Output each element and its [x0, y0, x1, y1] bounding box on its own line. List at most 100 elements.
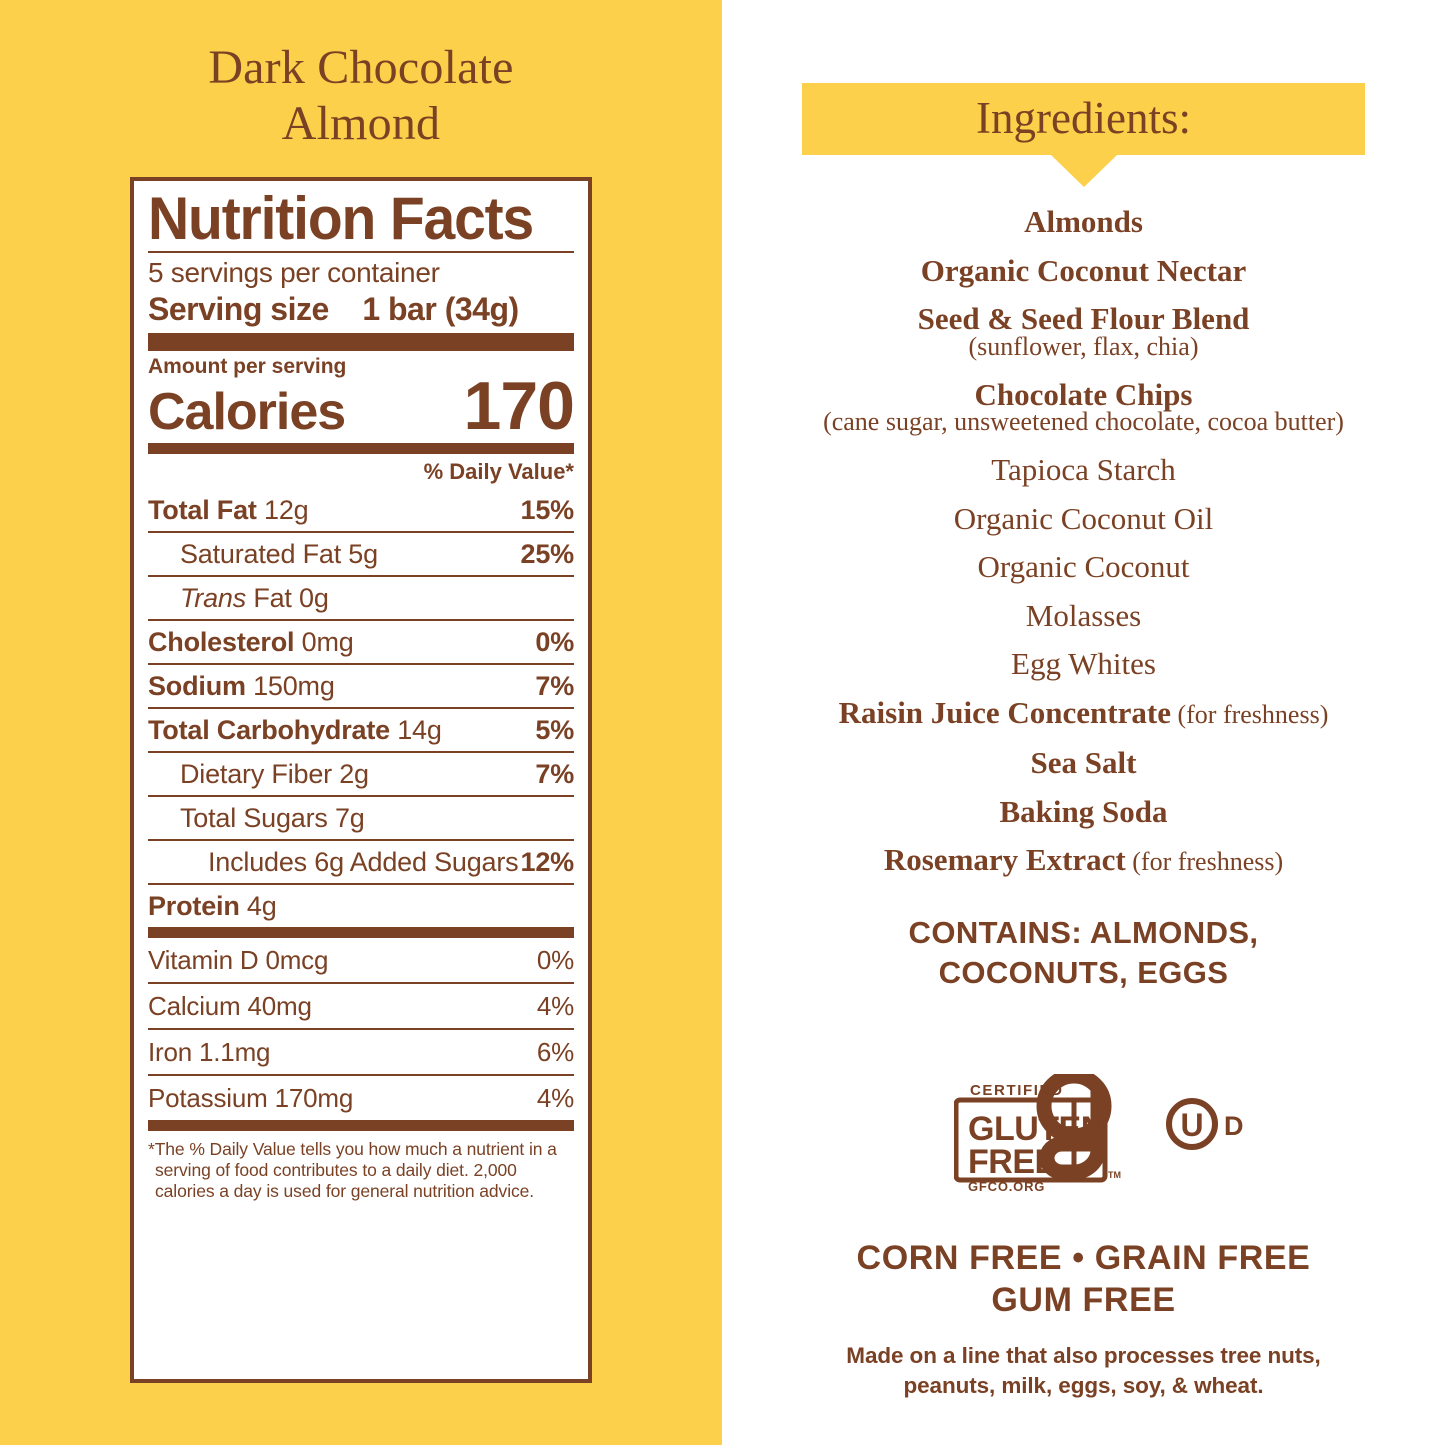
nutrient-row: Sodium 150mg 7% [148, 665, 574, 707]
vitamin-row: Iron 1.1mg 6% [148, 1030, 574, 1074]
ingredient-name: Organic Coconut Nectar [920, 252, 1247, 288]
divider-row [148, 707, 574, 709]
divider-above-footnote [148, 1120, 574, 1131]
nutrient-row: Dietary Fiber 2g 7% [148, 753, 574, 795]
ingredients-list: Almonds Organic Coconut Nectar Seed & Seed… [732, 198, 1435, 887]
ingredient-item: Egg Whites [732, 640, 1435, 689]
nutrient-label: Total Fat 12g [148, 495, 309, 525]
vitamin-label: Calcium 40mg [148, 991, 312, 1021]
vitamin-daily-value: 0% [536, 945, 574, 975]
vitamin-rows: Vitamin D 0mcg 0% Calcium 40mg 4% Iron 1.1mg… [148, 938, 574, 1120]
nutrition-facts-panel: Nutrition Facts 5 servings per container… [130, 177, 592, 1383]
ingredients-banner-wrapper: Ingredients: [802, 83, 1365, 187]
divider-under-protein [148, 927, 574, 938]
nutrient-row: Total Carbohydrate 14g 5% [148, 709, 574, 751]
ingredient-item: Seed & Seed Flour Blend [732, 295, 1435, 344]
nutrient-row: Saturated Fat 5g 25% [148, 533, 574, 575]
nutrient-daily-value: 12% [520, 847, 575, 877]
divider-row [148, 982, 574, 984]
vitamin-daily-value: 4% [536, 1083, 574, 1113]
divider-row [148, 575, 574, 577]
ingredient-sublist: (sunflower, flax, chia) [968, 331, 1199, 361]
amount-per-serving-label: Amount per serving [148, 355, 347, 378]
vitamin-row: Vitamin D 0mcg 0% [148, 938, 574, 982]
nutrient-label: Sodium 150mg [148, 671, 335, 701]
divider-row [148, 1028, 574, 1030]
right-white-panel: Ingredients: Almonds Organic Coconut Nect… [722, 0, 1445, 1445]
divider-row [148, 883, 574, 885]
nutrient-label: Saturated Fat 5g [180, 539, 378, 569]
manufacturing-disclaimer: Made on a line that also processes tree … [762, 1341, 1405, 1401]
gfco-certified-text: CERTIFIED [970, 1082, 1064, 1099]
nutrient-row: Includes 6g Added Sugars 12% [148, 841, 574, 883]
vitamin-row: Calcium 40mg 4% [148, 984, 574, 1028]
vitamin-daily-value: 4% [536, 991, 574, 1021]
gfco-tm-text: TM [1108, 1170, 1121, 1180]
calories-row: Calories 170 [148, 372, 575, 441]
serving-size-row: Serving size 1 bar (34g) [148, 290, 574, 328]
nutrient-row: Cholesterol 0mg 0% [148, 621, 574, 663]
divider-row [148, 1074, 574, 1076]
divider-thick-top [148, 333, 574, 351]
product-title-line-2: Almond [281, 97, 441, 150]
nutrition-facts-title: Nutrition Facts [148, 185, 534, 252]
divider-row [148, 795, 574, 797]
nutrient-row: Total Fat 12g 15% [148, 489, 574, 531]
ingredient-name: Raisin Juice Concentrate [838, 694, 1171, 730]
claims-line-1: CORN FREE • GRAIN FREE [856, 1239, 1311, 1277]
ou-kosher-icon: U D [1166, 1098, 1244, 1150]
nutrient-label: Includes 6g Added Sugars [208, 847, 519, 877]
product-title-line-1: Dark Chocolate [208, 41, 514, 94]
ingredient-item: Sea Salt [732, 739, 1435, 788]
nutrient-daily-value: 7% [535, 671, 574, 701]
nutrient-daily-value: 15% [520, 495, 575, 525]
nutrient-daily-value: 7% [535, 759, 574, 789]
nutrient-label: Trans Fat 0g [180, 583, 329, 613]
product-claims: CORN FREE • GRAIN FREE GUM FREE [732, 1237, 1435, 1321]
nutrient-label: Total Sugars 7g [180, 803, 365, 833]
gfco-url-text: GFCO.ORG [968, 1179, 1045, 1192]
serving-size-label: Serving size [148, 291, 329, 327]
ou-d-letter: D [1224, 1111, 1244, 1141]
ingredient-item: Organic Coconut Oil [732, 495, 1435, 544]
divider-row [148, 619, 574, 621]
ingredient-name: Egg Whites [1011, 646, 1156, 681]
disclaimer-line-1: Made on a line that also processes tree … [846, 1343, 1321, 1368]
contains-line-1: CONTAINS: ALMONDS, [908, 915, 1259, 950]
nutrient-row: Protein 4g [148, 885, 574, 927]
banner-arrow-icon [1050, 155, 1117, 187]
certification-logos: CERTIFIED GLUTEN FREE TM GFCO.ORG U D [722, 1062, 1445, 1212]
vitamin-row: Potassium 170mg 4% [148, 1076, 574, 1120]
ingredients-banner: Ingredients: [802, 83, 1365, 155]
vitamin-label: Potassium 170mg [148, 1083, 354, 1113]
ingredient-item: Molasses [732, 592, 1435, 641]
ingredient-name: Organic Coconut [977, 549, 1190, 584]
nutrient-label: Cholesterol 0mg [148, 627, 354, 657]
allergen-contains-statement: CONTAINS: ALMONDS, COCONUTS, EGGS [732, 913, 1435, 993]
nutrient-label: Dietary Fiber 2g [180, 759, 369, 789]
gfco-free-text: FREE [968, 1143, 1057, 1181]
contains-line-2: COCONUTS, EGGS [938, 955, 1229, 990]
vitamin-daily-value: 6% [536, 1037, 574, 1067]
ingredient-name: Organic Coconut Oil [953, 500, 1214, 536]
ingredient-sublist: (cane sugar, unsweetened chocolate, coco… [823, 407, 1344, 436]
nutrient-row: Trans Fat 0g [148, 577, 574, 619]
vitamin-label: Iron 1.1mg [148, 1037, 271, 1067]
ingredient-item: Raisin Juice Concentrate (for freshness) [732, 689, 1435, 740]
ingredient-name: Tapioca Starch [991, 452, 1176, 487]
ingredient-item: Baking Soda [732, 788, 1435, 837]
ingredient-item: Organic Coconut Nectar [732, 247, 1435, 296]
serving-size-value: 1 bar (34g) [362, 291, 519, 327]
ingredient-item: Almonds [732, 198, 1435, 247]
nutrient-label: Protein 4g [148, 891, 277, 921]
ingredient-name: Almonds [1024, 204, 1143, 239]
ingredient-name: Seed & Seed Flour Blend [917, 301, 1250, 336]
ingredient-note: (for freshness) [1170, 699, 1329, 729]
ingredients-banner-label: Ingredients: [976, 93, 1191, 143]
nutrient-row: Total Sugars 7g [148, 797, 574, 839]
left-yellow-panel: Dark Chocolate Almond Nutrition Facts 5 … [0, 0, 722, 1445]
ingredient-item: Chocolate Chips [732, 371, 1435, 420]
ingredient-name: Rosemary Extract [883, 842, 1126, 877]
gfco-gluten-text: GLUTEN [968, 1110, 1105, 1148]
